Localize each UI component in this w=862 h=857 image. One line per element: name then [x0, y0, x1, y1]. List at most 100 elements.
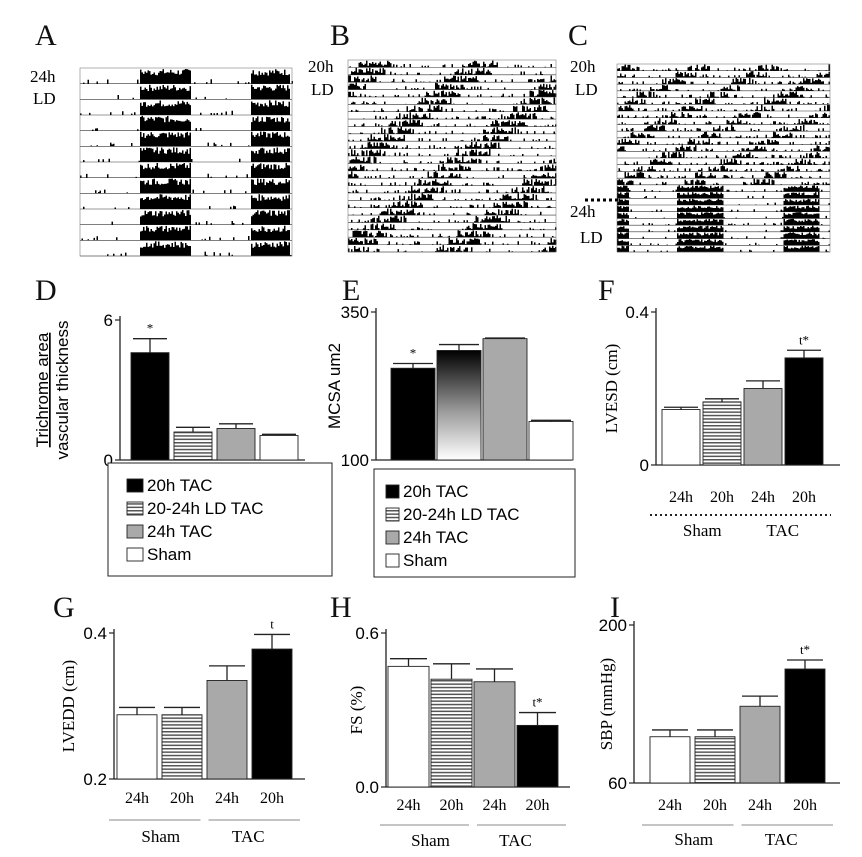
actogram-activity-trace — [83, 194, 290, 209]
group-label: Sham — [683, 521, 722, 540]
bar — [743, 388, 783, 466]
actogram-activity-trace — [617, 98, 829, 105]
bar — [116, 714, 158, 780]
y-axis-label: LVESD (cm) — [602, 344, 621, 434]
actogram-activity-trace — [348, 134, 548, 142]
bar — [784, 668, 826, 784]
actogram-activity-trace — [617, 112, 830, 118]
significance-mark: t* — [800, 642, 810, 657]
legend-label: 20h TAC — [147, 476, 213, 495]
category-label: 24h — [215, 790, 239, 807]
y-tick-label: 0.4 — [625, 303, 649, 322]
group-label: TAC — [766, 521, 799, 540]
actogram-a-light-label: LD — [33, 89, 56, 108]
category-label: 20h — [792, 489, 816, 506]
category-label: 20h — [526, 797, 550, 814]
actogram-activity-trace — [617, 245, 829, 252]
bar — [482, 338, 528, 461]
bar — [390, 367, 436, 461]
y-tick-label: 0.0 — [355, 778, 379, 797]
actogram-activity-trace — [620, 84, 830, 91]
bar — [206, 680, 248, 780]
actogram-activity-trace — [117, 84, 290, 100]
legend-swatch — [126, 478, 144, 493]
actogram-activity-trace — [95, 178, 290, 194]
category-label: 20h — [710, 489, 734, 506]
actogram-activity-trace — [352, 230, 554, 238]
category-label: 24h — [483, 797, 507, 814]
legend-swatch — [126, 501, 144, 516]
bar — [784, 357, 824, 466]
category-label: 20h — [260, 790, 284, 807]
actogram-activity-trace — [348, 178, 557, 186]
actogram-activity-trace — [617, 225, 830, 232]
actogram-activity-trace — [363, 112, 554, 120]
actogram-activity-trace — [617, 138, 830, 145]
significance-mark: t* — [532, 695, 542, 710]
y-tick-label: 6 — [104, 311, 113, 330]
actogram-b-period-label: 20h — [308, 57, 334, 76]
bar — [259, 435, 299, 461]
actogram-frame — [79, 67, 293, 257]
actogram-activity-trace — [617, 198, 830, 205]
actogram-b-plot — [347, 59, 557, 253]
panel-letter-e: E — [342, 274, 360, 307]
actogram-activity-trace — [617, 64, 830, 71]
y-tick-label: 100 — [341, 451, 369, 470]
legend-e: 20h TAC 20-24h LD TAC 24h TAC Sham — [373, 468, 576, 578]
actogram-activity-trace — [348, 186, 552, 193]
category-label: 20h — [793, 797, 817, 814]
y-tick-label: 0 — [104, 451, 113, 470]
y-tick-label: 0.2 — [83, 770, 107, 789]
bar — [473, 681, 516, 788]
actogram-activity-trace — [349, 67, 543, 75]
category-label: 24h — [658, 797, 682, 814]
category-label: 24h — [748, 797, 772, 814]
legend-label: 20h TAC — [403, 482, 469, 501]
legend-swatch — [385, 507, 400, 522]
panel-letter-i: I — [610, 591, 620, 624]
panel-letter-c: C — [568, 19, 588, 52]
actogram-activity-trace — [617, 185, 823, 192]
y-axis-label-denominator: vascular thickness — [53, 321, 72, 460]
chart-f: 0.4 0 LVESD (cm) 24h 20h 24h t* 20h Sham TAC — [602, 303, 840, 540]
panel-letter-a: A — [35, 19, 57, 52]
actogram-activity-trace — [349, 126, 555, 134]
bar — [216, 428, 256, 461]
category-label: 24h — [751, 489, 775, 506]
actogram-activity-trace — [617, 238, 830, 246]
actogram-c-light-label: LD — [575, 80, 598, 99]
panel-i: I 200 60 SBP (mmHg) 24h 20h 24h t* 20h Sham TAC — [597, 591, 840, 849]
actogram-c-period-label: 20h — [570, 57, 596, 76]
category-label: 20h — [440, 797, 464, 814]
legend-d: 20h TAC 20-24h LD TAC 24h TAC Sham — [107, 462, 333, 577]
actogram-activity-trace — [618, 118, 829, 125]
actogram-activity-trace — [617, 212, 827, 219]
actogram-activity-trace — [348, 171, 557, 179]
actogram-activity-trace — [348, 149, 552, 156]
actogram-activity-trace — [352, 208, 542, 216]
bar — [528, 421, 574, 461]
group-label: TAC — [232, 827, 265, 846]
legend-swatch — [385, 553, 400, 568]
actogram-activity-trace — [360, 193, 552, 201]
legend-label: 20-24h LD TAC — [147, 499, 264, 518]
actogram-activity-trace — [348, 82, 557, 90]
actogram-activity-trace — [617, 232, 826, 239]
actogram-a: A 24h LD — [30, 19, 293, 257]
actogram-activity-trace — [348, 90, 557, 97]
actogram-activity-trace — [90, 131, 290, 147]
actogram-activity-trace — [348, 163, 557, 171]
legend-d-items: 20h TAC 20-24h LD TAC 24h TAC Sham — [126, 476, 264, 564]
actogram-activity-trace — [617, 145, 830, 152]
group-label: TAC — [499, 831, 532, 850]
bar — [161, 714, 203, 780]
y-tick-label: 350 — [341, 303, 369, 322]
actogram-activity-trace — [617, 205, 820, 212]
y-axis-label: FS (%) — [347, 686, 366, 735]
group-label: TAC — [765, 830, 798, 849]
significance-mark: t — [270, 616, 274, 631]
actogram-activity-trace — [618, 104, 830, 111]
legend-label: 20-24h LD TAC — [403, 505, 520, 524]
legend-swatch — [126, 547, 144, 562]
